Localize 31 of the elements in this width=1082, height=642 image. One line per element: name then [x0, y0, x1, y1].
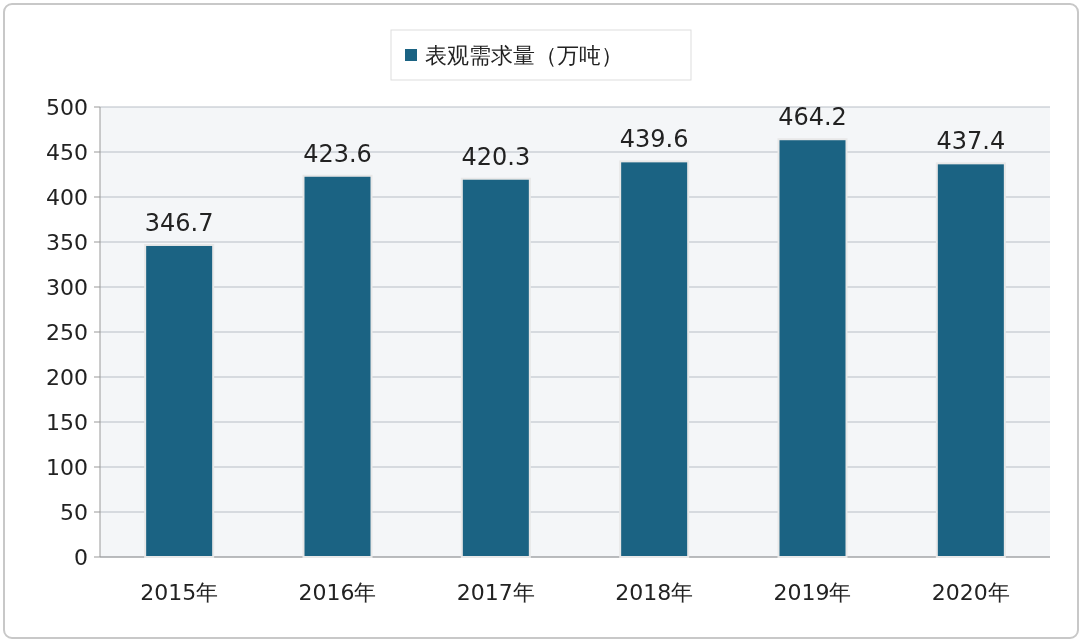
y-tick-label: 500	[46, 95, 88, 120]
y-tick-label: 350	[46, 230, 88, 255]
y-tick-label: 100	[46, 455, 88, 480]
data-label: 439.6	[619, 125, 689, 154]
y-tick-label: 300	[46, 275, 88, 300]
x-tick-label: 2018年	[615, 580, 694, 605]
x-tick-label: 2020年	[931, 580, 1010, 605]
y-tick-label: 0	[74, 545, 88, 570]
x-tick-label: 2015年	[140, 580, 219, 605]
y-tick-label: 400	[46, 185, 88, 210]
y-tick-label: 200	[46, 365, 88, 390]
x-tick-label: 2016年	[298, 580, 377, 605]
y-tick-label: 450	[46, 140, 88, 165]
y-tick-label: 50	[60, 500, 88, 525]
data-label: 423.6	[303, 139, 372, 168]
y-tick-label: 250	[46, 320, 88, 345]
x-tick-label: 2019年	[773, 580, 852, 605]
bar	[302, 174, 373, 558]
y-tick-label: 150	[46, 410, 88, 435]
data-label: 464.2	[778, 103, 847, 132]
bar	[460, 177, 531, 558]
legend-label: 表观需求量（万吨）	[425, 43, 623, 68]
bar	[619, 160, 690, 558]
bar	[144, 243, 215, 558]
bar	[935, 162, 1006, 558]
data-label: 437.4	[936, 127, 1006, 156]
legend: 表观需求量（万吨）	[390, 29, 692, 81]
data-label: 420.3	[461, 142, 531, 171]
data-label: 346.7	[144, 208, 214, 237]
bar	[777, 138, 848, 558]
x-tick-label: 2017年	[456, 580, 535, 605]
